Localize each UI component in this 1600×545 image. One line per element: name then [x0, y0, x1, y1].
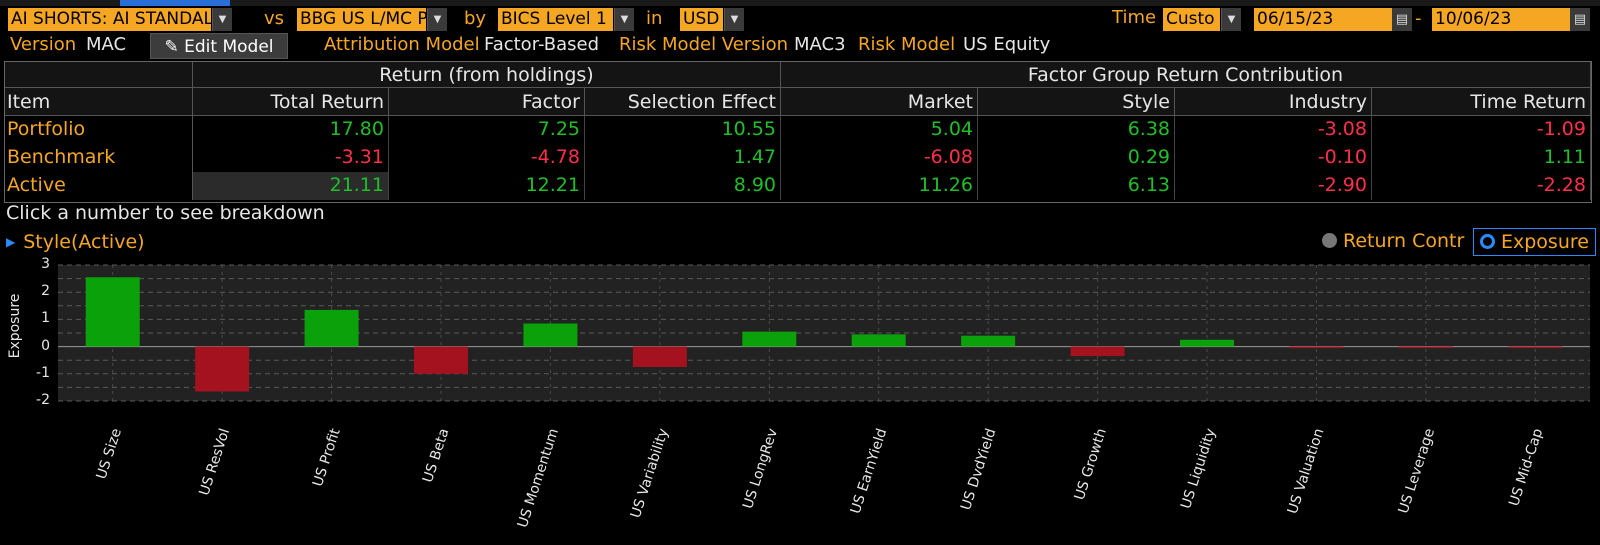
y-tick-label: 3	[41, 256, 50, 272]
version-label: Version	[10, 34, 77, 55]
col-header-factor[interactable]: Factor	[389, 88, 585, 116]
classification-dropdown-arrow-icon[interactable]: ▼	[614, 8, 634, 31]
bar-us-growth[interactable]	[1070, 346, 1125, 357]
time-dropdown-arrow-icon[interactable]: ▼	[1221, 8, 1241, 31]
portfolio-dropdown-arrow-icon[interactable]: ▼	[212, 8, 232, 31]
end-date-field[interactable]: 10/06/23	[1432, 8, 1570, 31]
classification-select[interactable]: BICS Level 1	[498, 8, 613, 31]
row-label-benchmark[interactable]: Benchmark	[5, 144, 193, 172]
attribution-model-label: Attribution Model	[324, 34, 480, 55]
table-cell[interactable]: 10.55	[585, 116, 781, 144]
time-label: Time	[1112, 7, 1157, 28]
return-contribution-label: Return Contr	[1343, 230, 1465, 252]
attribution-table: Return (from holdings) Factor Group Retu…	[4, 61, 1592, 203]
y-tick-label: -2	[36, 392, 50, 408]
vs-label: vs	[264, 8, 285, 29]
start-date-field[interactable]: 06/15/23	[1254, 8, 1392, 31]
exposure-label: Exposure	[1501, 231, 1589, 253]
bar-us-resvol[interactable]	[195, 346, 250, 392]
currency-select[interactable]: USD	[680, 8, 723, 31]
col-header-industry[interactable]: Industry	[1175, 88, 1372, 116]
col-header-style[interactable]: Style	[978, 88, 1175, 116]
by-label: by	[464, 8, 487, 29]
table-cell[interactable]: 5.04	[781, 116, 978, 144]
col-header-item[interactable]: Item	[5, 88, 193, 116]
bar-us-leverage[interactable]	[1398, 346, 1453, 349]
bar-us-dvdyield[interactable]	[961, 335, 1016, 347]
y-tick-label: 2	[41, 283, 50, 300]
time-select[interactable]: Custo	[1163, 8, 1220, 31]
col-header-total-return[interactable]: Total Return	[193, 88, 389, 116]
risk-model-label: Risk Model	[858, 34, 956, 55]
row-label-portfolio[interactable]: Portfolio	[5, 116, 193, 144]
edit-model-button[interactable]: ✎ Edit Model	[150, 33, 288, 59]
style-active-section[interactable]: ▶ Style(Active)	[6, 231, 145, 253]
return-contribution-toggle[interactable]: Return Contr	[1322, 228, 1464, 254]
bar-us-liquidity[interactable]	[1180, 339, 1234, 347]
bar-us-size[interactable]	[85, 277, 140, 347]
table-cell[interactable]: -3.08	[1175, 116, 1372, 144]
risk-model-version-label: Risk Model Version	[619, 34, 788, 55]
version-value: MAC	[86, 34, 127, 55]
end-calendar-icon[interactable]: ▤	[1570, 8, 1590, 31]
radio-off-icon	[1322, 233, 1337, 248]
table-cell[interactable]: -6.08	[781, 144, 978, 172]
y-tick-label: 0	[41, 337, 50, 354]
table-cell[interactable]: -1.09	[1372, 116, 1591, 144]
table-cell[interactable]: -4.78	[389, 144, 585, 172]
bar-us-earnyield[interactable]	[851, 334, 906, 347]
row-label-active[interactable]: Active	[5, 172, 193, 200]
attribution-model-value[interactable]: Factor-Based	[484, 34, 600, 55]
table-cell[interactable]: 6.13	[978, 172, 1175, 200]
bar-us-momentum[interactable]	[523, 323, 578, 347]
group-header-factor-contribution: Factor Group Return Contribution	[781, 62, 1591, 88]
table-cell[interactable]: -2.28	[1372, 172, 1591, 200]
col-header-selection-effect[interactable]: Selection Effect	[585, 88, 781, 116]
bar-us-profit[interactable]	[304, 309, 359, 347]
table-cell[interactable]: 12.21	[389, 172, 585, 200]
portfolio-select[interactable]: AI SHORTS: AI STANDAL	[8, 8, 211, 31]
table-cell[interactable]: -0.10	[1175, 144, 1372, 172]
col-header-time-return[interactable]: Time Return	[1372, 88, 1591, 116]
active-tab-indicator[interactable]	[120, 0, 230, 6]
bar-us-variability[interactable]	[632, 346, 687, 367]
in-label: in	[646, 8, 663, 29]
table-cell[interactable]: 11.26	[781, 172, 978, 200]
benchmark-dropdown-arrow-icon[interactable]: ▼	[427, 8, 447, 31]
table-cell[interactable]: 0.29	[978, 144, 1175, 172]
group-header-returns: Return (from holdings)	[193, 62, 781, 88]
top-strip	[0, 0, 1600, 6]
table-cell[interactable]: 6.38	[978, 116, 1175, 144]
benchmark-select[interactable]: BBG US L/MC P	[297, 8, 426, 31]
exposure-toggle[interactable]: Exposure	[1473, 228, 1596, 256]
table-cell[interactable]: -3.31	[193, 144, 389, 172]
table-cell[interactable]: 21.11	[193, 172, 389, 200]
date-separator: -	[1415, 8, 1422, 29]
bar-us-beta[interactable]	[414, 346, 468, 374]
edit-model-label: Edit Model	[184, 37, 274, 57]
pencil-icon: ✎	[164, 37, 185, 57]
table-cell[interactable]: -2.90	[1175, 172, 1372, 200]
group-header-empty	[5, 62, 193, 88]
table-cell[interactable]: 1.11	[1372, 144, 1591, 172]
radio-on-icon	[1480, 234, 1495, 249]
y-tick-label: -1	[36, 364, 50, 381]
bar-us-valuation[interactable]	[1289, 346, 1344, 349]
expand-triangle-icon[interactable]: ▶	[6, 235, 16, 249]
bar-us-mid-cap[interactable]	[1508, 346, 1563, 349]
risk-model-version-value[interactable]: MAC3	[794, 34, 846, 55]
y-tick-label: 1	[41, 310, 50, 327]
table-cell[interactable]: 17.80	[193, 116, 389, 144]
start-calendar-icon[interactable]: ▤	[1392, 8, 1412, 31]
col-header-market[interactable]: Market	[781, 88, 978, 116]
breakdown-hint: Click a number to see breakdown	[6, 202, 325, 224]
section-title: Style(Active)	[23, 231, 145, 253]
table-cell[interactable]: 7.25	[389, 116, 585, 144]
bar-us-longrev[interactable]	[742, 331, 797, 347]
currency-dropdown-arrow-icon[interactable]: ▼	[724, 8, 744, 31]
table-cell[interactable]: 8.90	[585, 172, 781, 200]
table-cell[interactable]: 1.47	[585, 144, 781, 172]
risk-model-value[interactable]: US Equity	[963, 34, 1051, 55]
